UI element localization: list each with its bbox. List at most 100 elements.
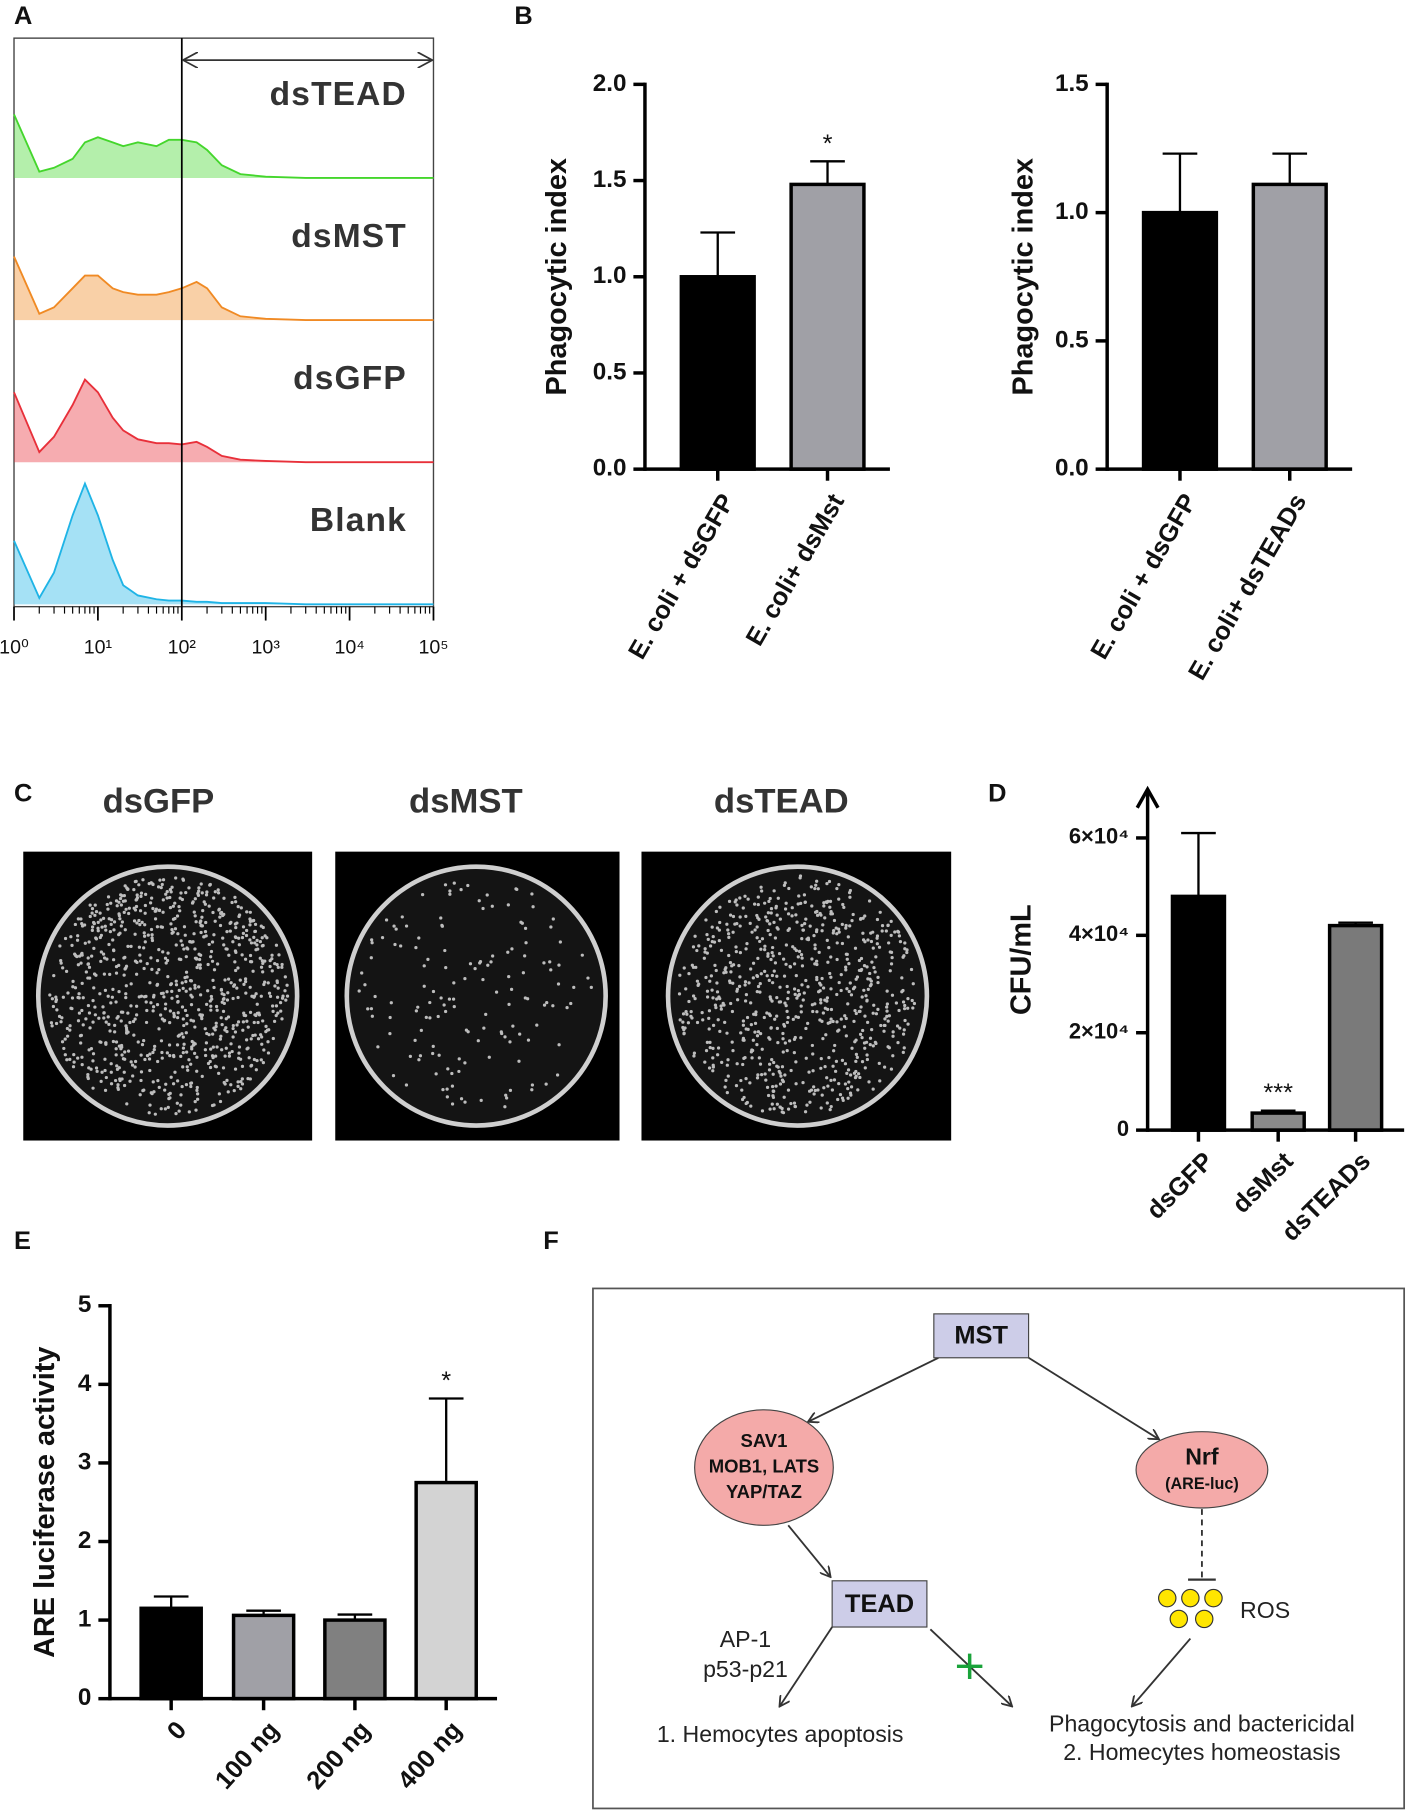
colony [71,985,75,989]
colony [479,1098,483,1102]
colony [260,1042,264,1046]
colony [695,948,699,953]
bar [679,275,756,471]
colony [783,1073,787,1077]
colony [124,984,128,988]
colony [245,910,249,914]
colony [772,1107,776,1111]
colony [781,957,786,961]
colony [797,894,801,898]
colony [439,916,443,920]
colony [738,975,742,979]
colony [264,1030,268,1034]
colony [184,970,189,974]
colony [144,892,148,897]
colony [171,917,176,921]
colony [760,889,764,893]
colony [151,1080,155,1084]
colony [897,934,902,938]
colony [812,1092,816,1096]
colony [170,996,174,1000]
colony [87,965,92,969]
colony [102,1011,106,1015]
colony [788,1039,792,1043]
colony [820,976,824,981]
colony [902,1046,906,1050]
colony [768,1062,772,1066]
colony [118,917,122,921]
colony [485,893,489,897]
colony [155,1003,160,1007]
colony [222,943,226,947]
colony [526,997,530,1001]
colony [823,1064,827,1069]
colony [737,984,742,988]
colony [835,992,839,997]
colony [844,1034,848,1038]
colony [689,1014,693,1018]
colony [726,1074,730,1078]
colony [91,1052,96,1056]
colony [888,969,892,973]
colony [715,990,720,994]
colony [841,1098,845,1103]
colony [773,936,778,940]
colony [775,1026,779,1030]
colony [847,962,851,966]
colony [746,1027,750,1031]
colony [846,1068,851,1072]
colony [476,1039,480,1043]
colony [810,957,814,961]
colony [753,1030,757,1034]
x-tick-label: E. coli+ dsMst [741,489,851,651]
colony [216,962,220,966]
colony [142,1038,146,1043]
colony [184,1031,188,1035]
colony [243,957,248,961]
histogram-line [13,114,434,179]
colony [164,892,168,896]
colony [727,935,731,940]
colony [57,1014,62,1019]
colony [865,999,869,1003]
colony [728,960,733,965]
colony [255,938,259,943]
colony [767,978,771,982]
colony [363,983,367,987]
colony [236,966,240,970]
colony [242,1013,246,1018]
colony [760,1073,764,1077]
colony [244,933,249,938]
colony [89,1047,94,1051]
histogram-fill [14,256,434,321]
colony [235,1023,239,1027]
colony [503,1035,507,1039]
colony [724,1078,728,1082]
colony [886,1045,890,1049]
colony [419,1028,423,1033]
colony [770,1102,774,1106]
colony [142,995,147,999]
colony [79,1033,83,1037]
colony [259,1058,263,1062]
colony [175,914,180,918]
colony [197,1008,201,1012]
colony [200,915,204,919]
colony [840,922,844,926]
colony [874,955,878,959]
colony [754,1010,758,1014]
colony [842,905,846,909]
colony [198,963,202,967]
colony [254,992,258,996]
colony [275,963,279,967]
colony [770,973,775,978]
colony [206,962,210,967]
colony [126,1049,131,1053]
colony [818,911,822,916]
colony [478,961,482,965]
colony [122,894,126,898]
colony [72,1053,76,1057]
colony [727,899,732,903]
colony [271,1036,275,1041]
